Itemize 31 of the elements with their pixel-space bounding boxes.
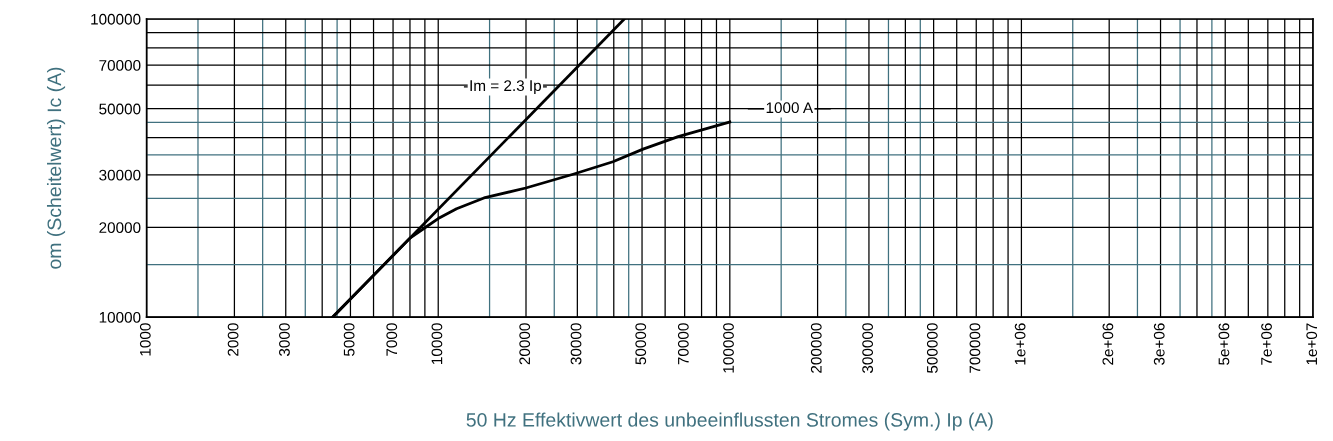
series-label: Im = 2.3 Ip [470,80,542,95]
x-tick-label: 5e+06 [1218,323,1230,365]
x-tick-label: 700000 [969,323,981,373]
text: 1000 A [766,102,814,114]
x-tick-label: 70000 [677,323,689,365]
x-tick-label: 2000 [227,323,239,356]
x-tick-label: 100000 [723,323,734,373]
y-tick-label: 30000 [99,169,141,181]
x-tick-label: 300000 [862,323,874,374]
x-tick-label: 1000 [139,323,151,356]
x-tick-label: 3e+06 [1153,323,1165,365]
y-tick-label: 50000 [99,103,141,115]
x-tick-label: 1e+07 [1306,323,1318,365]
x-tick-label: 2e+06 [1102,323,1114,365]
x-tick-label: 50000 [635,323,647,365]
x-tick-label: 500000 [926,323,938,373]
x-tick-label: 5000 [343,323,355,357]
x-tick-label: 7000 [386,323,398,356]
x-tick-label: 20000 [519,323,531,365]
y-tick-label: 70000 [99,60,141,71]
x-tick-label: 200000 [810,323,822,373]
y-tick-label: 20000 [99,222,141,234]
y-tick-label: 100000 [91,13,141,25]
y-axis-title: om (Scheitelwert) Ic (A) [46,67,66,269]
x-tick-label: 3000 [279,323,290,357]
y-tick-label: 10000 [99,311,141,323]
x-tick-label: 10000 [431,323,443,364]
x-tick-label: 30000 [570,323,582,365]
x-tick-label: 1e+06 [1014,323,1026,365]
x-axis-title: 50 Hz Effektivwert des unbeeinflussten Stromes (Sym.) Ip (A) [466,412,993,431]
x-tick-label: 7e+06 [1261,323,1272,365]
